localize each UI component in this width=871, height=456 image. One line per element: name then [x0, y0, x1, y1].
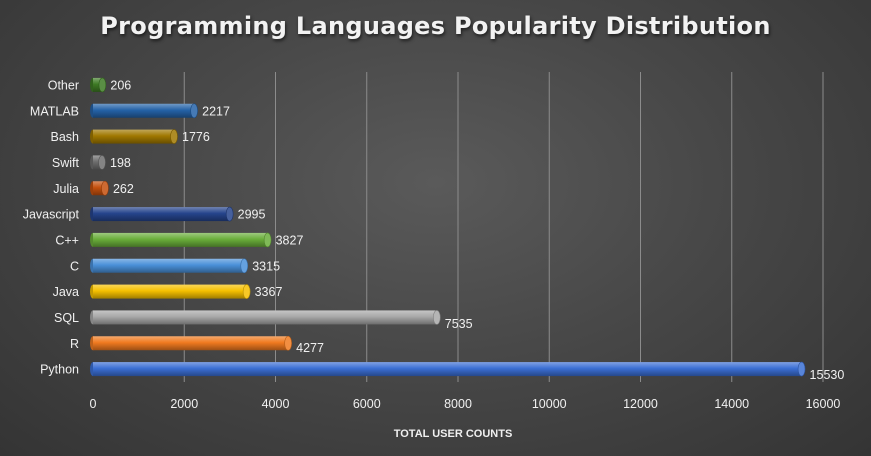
x-axis-title: TOTAL USER COUNTS [394, 428, 513, 440]
data-label: 4277 [296, 341, 324, 355]
bar-r [90, 335, 292, 351]
data-label: 3827 [276, 233, 304, 247]
bar-body [93, 77, 103, 92]
category-label: Other [48, 78, 79, 92]
category-label: Bash [51, 130, 80, 144]
bar-body [93, 103, 195, 118]
x-tick-label: 6000 [353, 397, 381, 411]
bar-javascript [90, 206, 234, 222]
data-label: 2995 [238, 208, 266, 222]
bar-java [90, 284, 251, 299]
data-label: 206 [110, 78, 131, 92]
bar-body [93, 232, 268, 247]
category-label: MATLAB [30, 104, 79, 118]
bar-c [90, 258, 249, 274]
data-label: 3367 [255, 285, 283, 299]
bar-body [93, 284, 247, 299]
data-label: 198 [110, 156, 131, 170]
data-label: 1776 [182, 130, 210, 144]
x-tick-label: 8000 [444, 397, 472, 411]
bar-body [93, 336, 289, 351]
category-label: Swift [52, 156, 80, 170]
x-tick-label: 0 [90, 397, 97, 411]
data-label: 15530 [810, 368, 845, 382]
bar-body [93, 155, 103, 170]
gridlines [183, 72, 824, 382]
bar-body [93, 258, 245, 273]
chart-title: Programming Languages Popularity Distrib… [100, 12, 771, 40]
bar-body [93, 129, 175, 144]
bar-body [93, 362, 802, 377]
bar-matlab [90, 103, 198, 119]
category-label: C [70, 259, 79, 273]
bar-c- [90, 232, 272, 248]
data-label: 3315 [252, 259, 280, 273]
category-label: Javascript [23, 208, 80, 222]
category-label: R [70, 337, 79, 351]
category-label: Java [53, 285, 79, 299]
bar-python [90, 361, 806, 377]
x-tick-label: 2000 [170, 397, 198, 411]
x-tick-label: 4000 [262, 397, 290, 411]
data-label: 262 [113, 182, 134, 196]
labels: 0 2000 4000 6000 8000 10000 12000 14000 16000 TOT… [23, 78, 845, 440]
bar-sql [90, 310, 441, 325]
category-label: C++ [55, 233, 79, 247]
bar-body [93, 310, 437, 325]
bar-body [93, 207, 230, 222]
bar-julia [90, 180, 109, 196]
x-tick-label: 12000 [623, 397, 658, 411]
bar-bash [90, 129, 178, 144]
category-label: Python [40, 363, 79, 377]
bars [90, 77, 806, 377]
bar-swift [90, 155, 106, 170]
bar-body [93, 181, 105, 196]
bar-other [90, 77, 107, 93]
x-tick-label: 16000 [806, 397, 841, 411]
x-tick-label: 14000 [714, 397, 749, 411]
category-label: Julia [53, 182, 79, 196]
data-label: 2217 [202, 104, 230, 118]
data-label: 7535 [445, 317, 473, 331]
category-label: SQL [54, 311, 79, 325]
x-tick-label: 10000 [532, 397, 567, 411]
